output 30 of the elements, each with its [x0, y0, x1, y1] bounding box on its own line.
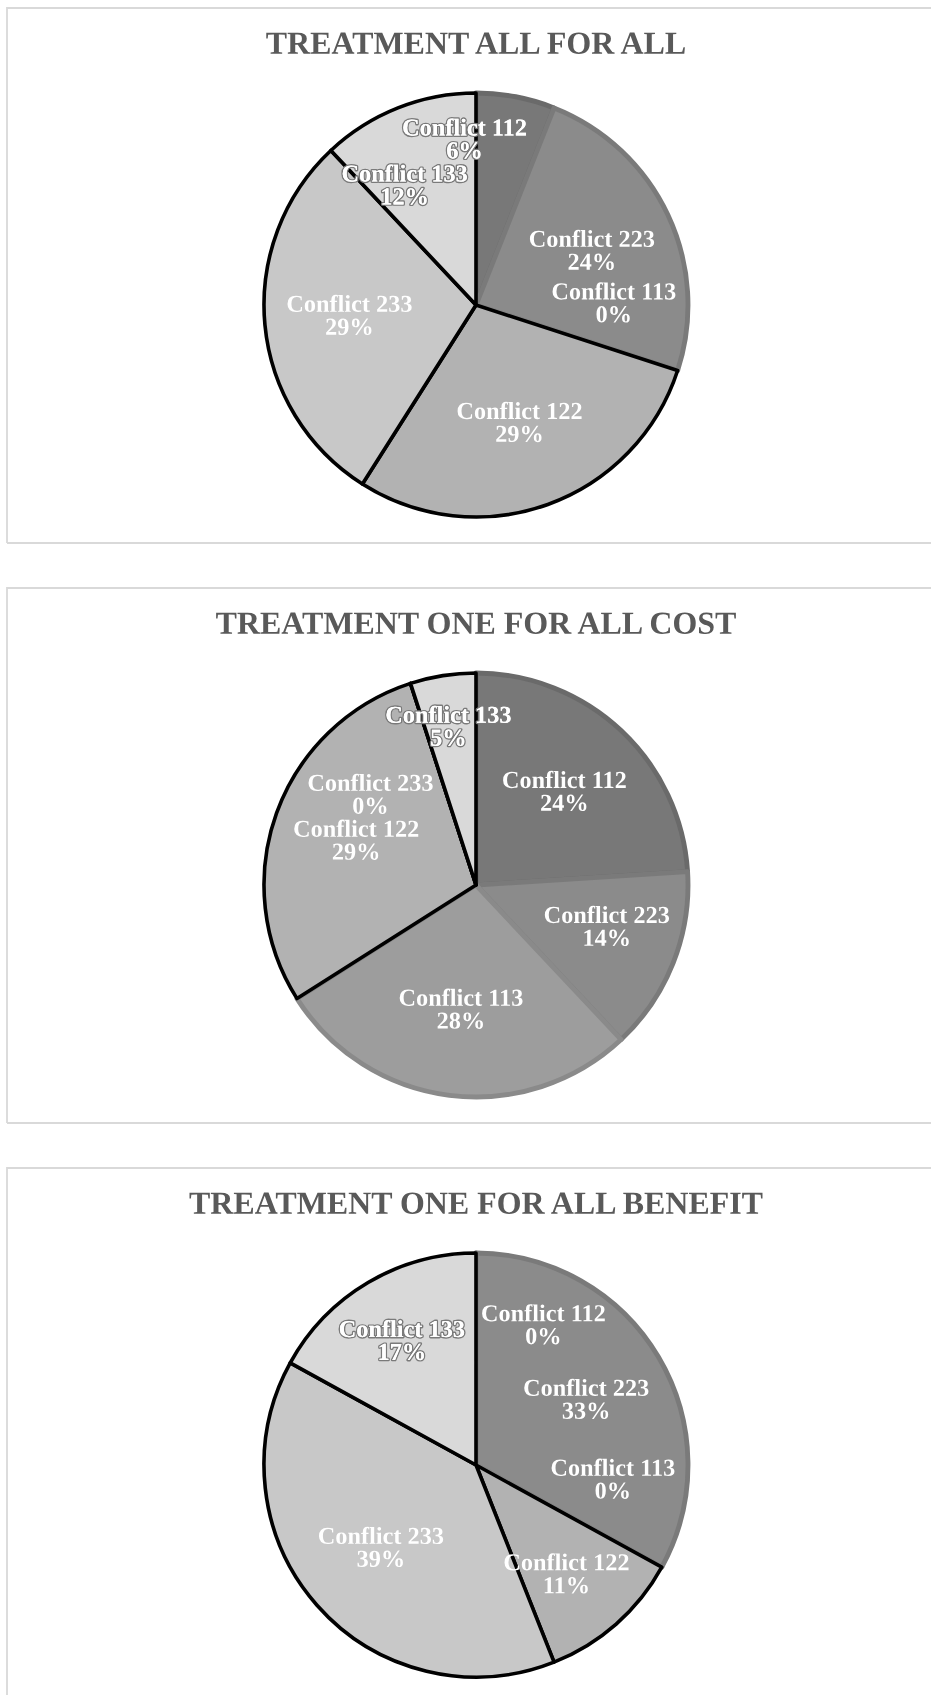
chart-title: TREATMENT ONE FOR ALL BENEFIT	[189, 1192, 763, 1214]
data-label: 29%	[496, 425, 542, 443]
data-label: 17%	[379, 1343, 424, 1361]
text: 0%	[353, 797, 387, 815]
slice-label: Conflict 223	[544, 905, 670, 924]
text: 0%	[595, 1482, 629, 1499]
data-label: 33%	[562, 1402, 609, 1420]
data-label: 24%	[568, 253, 614, 271]
chart-title: TREATMENT ALL FOR ALL	[266, 32, 685, 54]
slice-label: Conflict 122	[457, 401, 582, 420]
slice-label: Conflict 112	[503, 770, 626, 789]
text: 0%	[596, 306, 630, 323]
data-label: 11%	[544, 1577, 588, 1594]
slice-label: Conflict 223	[524, 1378, 649, 1397]
data-label: 12%	[382, 188, 427, 205]
data-label: 5%	[431, 729, 465, 747]
category-label: Conflict 112	[482, 1304, 605, 1322]
data-label: 28%	[437, 1012, 483, 1029]
chart-title: TREATMENT ONE FOR ALL COST	[216, 612, 736, 634]
slice-label: Conflict 122	[294, 819, 419, 837]
slice-label: Conflict 133	[339, 1319, 465, 1338]
slice-label: Conflict 113	[399, 988, 523, 1006]
data-label: 24%	[541, 794, 587, 812]
data-label: 29%	[332, 843, 379, 860]
data-label: 14%	[584, 929, 629, 947]
slice-label: Conflict 223	[529, 229, 655, 248]
category-label: Conflict 113	[552, 282, 676, 300]
text: 0%	[526, 1327, 560, 1345]
category-label: Conflict 113	[551, 1458, 675, 1476]
category-label: Conflict 233	[308, 773, 433, 792]
